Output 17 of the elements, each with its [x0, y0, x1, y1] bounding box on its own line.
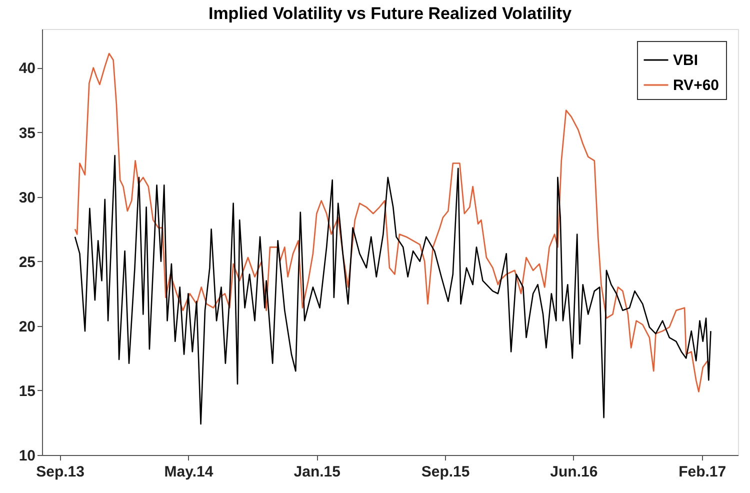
x-tick-label: Sep.15 — [421, 464, 470, 480]
x-tick-label: Jun.16 — [550, 464, 598, 480]
chart-title: Implied Volatility vs Future Realized Volatility — [208, 4, 572, 23]
y-tick-label: 20 — [18, 318, 36, 336]
y-tick-label: 10 — [18, 448, 36, 464]
y-tick-label: 35 — [18, 124, 36, 142]
legend-label: RV+60 — [673, 77, 720, 94]
y-tick-label: 15 — [18, 382, 36, 400]
x-tick-label: May.14 — [164, 464, 214, 480]
x-tick-label: Sep.13 — [36, 464, 85, 480]
line-series — [74, 154, 712, 425]
x-tick-label: Feb.17 — [678, 464, 726, 480]
y-tick-label: 40 — [18, 60, 36, 78]
y-tick-label: 30 — [18, 189, 36, 206]
x-tick-label: Jan.15 — [294, 464, 340, 480]
legend-label: VBI — [673, 52, 698, 69]
y-tick-label: 25 — [18, 254, 36, 271]
